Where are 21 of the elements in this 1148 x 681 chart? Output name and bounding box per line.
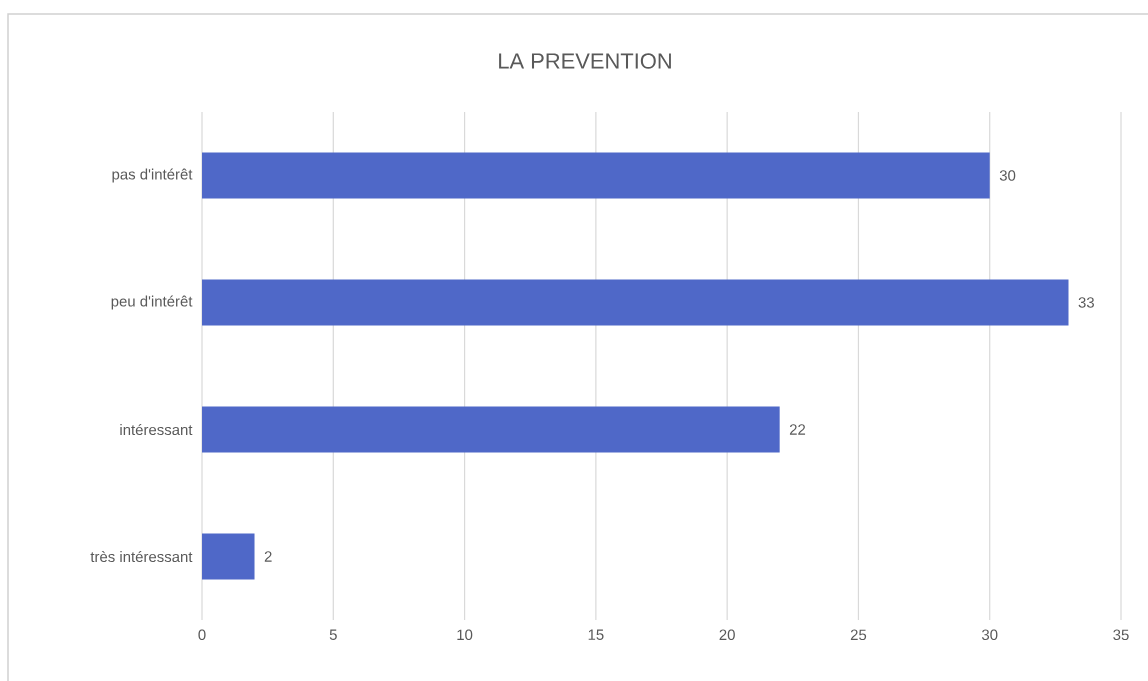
x-tick-label: 5 (329, 629, 337, 640)
bar (202, 279, 1069, 326)
x-tick-label: 20 (719, 629, 735, 641)
data-label: 22 (789, 424, 806, 435)
x-tick-label: 25 (850, 629, 867, 641)
data-label: 30 (999, 170, 1016, 181)
y-tick-label: très intéressant (90, 550, 193, 563)
data-label: 2 (264, 551, 272, 562)
x-tick-label: 35 (1113, 629, 1129, 641)
y-tick-label: peu d'intérêt (111, 295, 193, 310)
x-tick-label: 15 (588, 629, 604, 640)
bar (202, 533, 255, 580)
chart-title: LA PREVENTION (499, 53, 671, 69)
bar (202, 152, 990, 199)
y-tick-label: intéressant (120, 423, 193, 436)
y-tick-label: pas d'intérêt (112, 168, 193, 183)
x-tick-label: 0 (198, 629, 206, 641)
x-tick-label: 30 (981, 629, 998, 641)
x-tick-label: 10 (457, 629, 473, 641)
bar (202, 406, 780, 453)
data-label: 33 (1078, 297, 1094, 308)
